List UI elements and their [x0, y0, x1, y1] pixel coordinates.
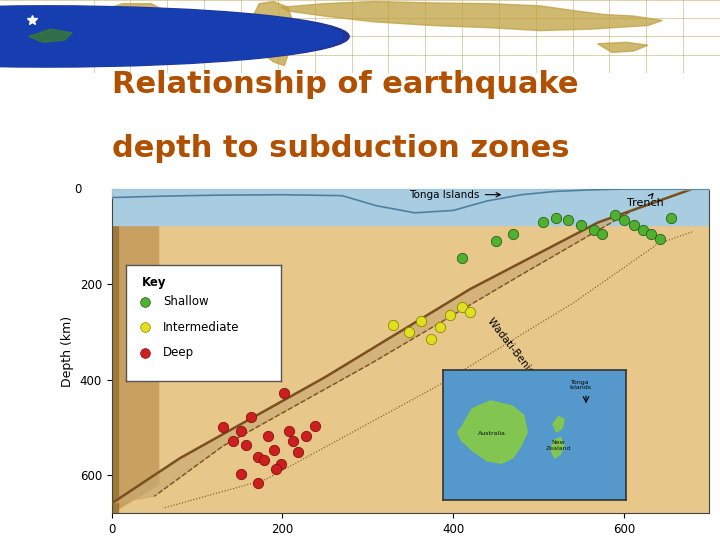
Point — [292, 448, 303, 456]
Point — [253, 479, 264, 488]
Point — [618, 215, 629, 224]
Text: Deep: Deep — [163, 346, 194, 359]
Point — [629, 220, 640, 229]
Point — [284, 427, 295, 435]
Text: depth to subduction zones: depth to subduction zones — [112, 134, 569, 163]
Point — [444, 311, 456, 320]
Polygon shape — [112, 189, 158, 513]
Point — [387, 320, 399, 329]
Point — [610, 211, 621, 220]
Text: 0: 0 — [74, 184, 82, 197]
Text: Tonga
Islands: Tonga Islands — [570, 380, 592, 390]
Point — [235, 427, 247, 435]
Point — [537, 218, 549, 227]
Polygon shape — [457, 401, 527, 463]
Point — [507, 230, 518, 239]
Polygon shape — [248, 2, 295, 65]
Polygon shape — [281, 2, 662, 31]
Point — [258, 455, 269, 464]
Polygon shape — [551, 437, 564, 458]
Point — [217, 423, 228, 431]
Point — [275, 460, 287, 469]
Point — [262, 431, 274, 440]
Point — [253, 453, 264, 461]
Point — [425, 335, 436, 343]
Point — [665, 213, 677, 222]
Point — [279, 389, 290, 397]
Point — [415, 317, 426, 326]
Polygon shape — [112, 189, 692, 503]
Text: Intermediate: Intermediate — [163, 321, 240, 334]
Text: Tonga Islands: Tonga Islands — [410, 190, 500, 200]
Polygon shape — [112, 189, 118, 513]
Point — [456, 254, 467, 262]
Point — [562, 215, 574, 224]
Point — [588, 225, 600, 234]
Point — [268, 446, 279, 455]
Point — [490, 237, 502, 246]
Text: Shallow: Shallow — [163, 295, 209, 308]
Point — [645, 230, 657, 239]
Polygon shape — [553, 416, 564, 432]
Text: Trench: Trench — [627, 194, 664, 208]
Text: Wadati-Benioff zone: Wadati-Benioff zone — [485, 316, 557, 405]
Point — [597, 230, 608, 239]
Point — [456, 303, 467, 312]
Point — [227, 436, 238, 445]
Bar — [112, 189, 709, 225]
Point — [403, 328, 415, 336]
Point — [550, 213, 562, 222]
Point — [637, 225, 649, 234]
Circle shape — [0, 6, 342, 66]
Point — [270, 465, 282, 474]
Polygon shape — [94, 4, 173, 60]
Text: Key: Key — [141, 276, 166, 289]
Polygon shape — [598, 42, 648, 52]
Circle shape — [0, 6, 349, 67]
Text: Relationship of earthquake: Relationship of earthquake — [112, 70, 578, 99]
Point — [245, 413, 256, 421]
Text: Australia: Australia — [478, 431, 506, 436]
Point — [309, 422, 320, 430]
Text: New
Zealand: New Zealand — [546, 441, 571, 451]
Polygon shape — [29, 29, 72, 42]
Point — [235, 470, 247, 478]
Point — [288, 436, 300, 445]
Point — [300, 431, 312, 440]
Point — [464, 308, 476, 316]
Point — [240, 441, 252, 450]
Point — [434, 323, 446, 332]
Y-axis label: Depth (km): Depth (km) — [61, 315, 74, 387]
Point — [654, 235, 665, 244]
Point — [575, 220, 587, 229]
